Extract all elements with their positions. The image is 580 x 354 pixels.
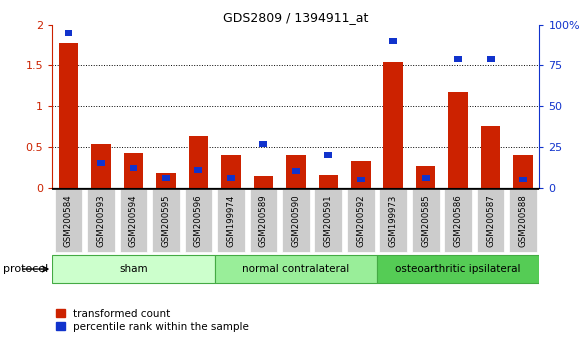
Bar: [259, 141, 267, 147]
FancyBboxPatch shape: [314, 189, 342, 252]
Bar: [513, 155, 533, 188]
Bar: [91, 144, 111, 188]
Bar: [59, 43, 78, 188]
Bar: [156, 173, 176, 188]
Text: normal contralateral: normal contralateral: [242, 264, 349, 274]
Text: GSM200595: GSM200595: [161, 194, 171, 247]
Text: sham: sham: [119, 264, 148, 274]
Legend: transformed count, percentile rank within the sample: transformed count, percentile rank withi…: [52, 304, 253, 336]
Text: GSM200594: GSM200594: [129, 194, 138, 247]
Text: GSM200584: GSM200584: [64, 194, 73, 247]
Bar: [422, 175, 430, 181]
FancyBboxPatch shape: [55, 189, 82, 252]
Bar: [221, 155, 241, 188]
FancyBboxPatch shape: [282, 189, 310, 252]
Text: GSM200596: GSM200596: [194, 194, 203, 247]
FancyBboxPatch shape: [377, 255, 539, 283]
Bar: [454, 56, 462, 62]
FancyBboxPatch shape: [249, 189, 277, 252]
Text: GSM200585: GSM200585: [421, 194, 430, 247]
Bar: [194, 167, 202, 172]
Bar: [324, 152, 332, 158]
FancyBboxPatch shape: [119, 189, 147, 252]
Bar: [357, 177, 365, 182]
Bar: [448, 92, 468, 188]
FancyBboxPatch shape: [477, 189, 505, 252]
Bar: [519, 177, 527, 182]
Text: GSM200590: GSM200590: [291, 194, 300, 247]
FancyBboxPatch shape: [87, 189, 115, 252]
Bar: [286, 155, 306, 188]
Bar: [64, 30, 72, 36]
FancyBboxPatch shape: [217, 189, 245, 252]
Bar: [227, 175, 235, 181]
Bar: [481, 126, 501, 188]
FancyBboxPatch shape: [215, 255, 377, 283]
Text: GSM200586: GSM200586: [454, 194, 463, 247]
Title: GDS2809 / 1394911_at: GDS2809 / 1394911_at: [223, 11, 368, 24]
FancyBboxPatch shape: [152, 189, 180, 252]
Bar: [351, 161, 371, 188]
Text: osteoarthritic ipsilateral: osteoarthritic ipsilateral: [396, 264, 521, 274]
Text: GSM200592: GSM200592: [356, 194, 365, 247]
Bar: [253, 176, 273, 188]
Text: GSM200588: GSM200588: [519, 194, 528, 247]
Bar: [383, 62, 403, 188]
Bar: [292, 169, 300, 174]
Text: protocol: protocol: [3, 264, 48, 274]
FancyBboxPatch shape: [52, 255, 215, 283]
FancyBboxPatch shape: [444, 189, 472, 252]
Text: GSM199973: GSM199973: [389, 194, 398, 246]
Bar: [162, 175, 170, 181]
Text: GSM200587: GSM200587: [486, 194, 495, 247]
Bar: [188, 136, 208, 188]
Bar: [129, 165, 137, 171]
Bar: [97, 160, 105, 166]
Bar: [389, 38, 397, 44]
FancyBboxPatch shape: [509, 189, 537, 252]
FancyBboxPatch shape: [347, 189, 375, 252]
Bar: [124, 153, 143, 188]
Bar: [487, 56, 495, 62]
Text: GSM199974: GSM199974: [226, 194, 235, 246]
Text: GSM200589: GSM200589: [259, 194, 268, 247]
FancyBboxPatch shape: [412, 189, 440, 252]
Text: GSM200593: GSM200593: [96, 194, 106, 247]
Bar: [416, 166, 436, 188]
Text: GSM200591: GSM200591: [324, 194, 333, 247]
FancyBboxPatch shape: [379, 189, 407, 252]
FancyBboxPatch shape: [184, 189, 212, 252]
Bar: [318, 175, 338, 188]
